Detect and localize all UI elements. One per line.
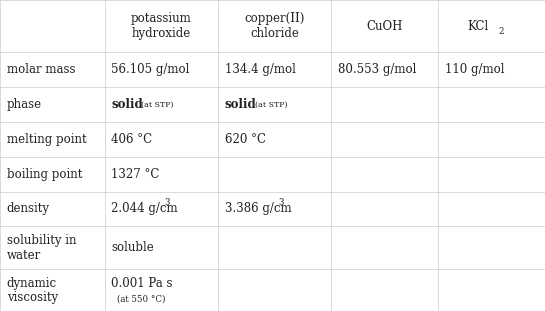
Text: dynamic: dynamic [7,276,57,290]
Text: phase: phase [7,98,41,111]
Text: 110 g/mol: 110 g/mol [445,63,504,76]
Text: 406 °C: 406 °C [111,133,152,146]
Text: solid: solid [111,98,143,111]
Text: 56.105 g/mol: 56.105 g/mol [111,63,190,76]
Text: 134.4 g/mol: 134.4 g/mol [225,63,295,76]
Text: 0.001 Pa s: 0.001 Pa s [111,276,173,290]
Text: (at STP): (at STP) [141,100,174,109]
Text: 3: 3 [278,198,283,207]
Text: CuOH: CuOH [367,20,403,33]
Text: 80.553 g/mol: 80.553 g/mol [338,63,416,76]
Text: (at STP): (at STP) [255,100,287,109]
Text: KCl: KCl [468,20,489,33]
Text: 620 °C: 620 °C [225,133,265,146]
Text: 1327 °C: 1327 °C [111,168,160,181]
Text: viscosity: viscosity [7,291,58,304]
Text: boiling point: boiling point [7,168,82,181]
Text: solid: solid [225,98,256,111]
Text: molar mass: molar mass [7,63,75,76]
Text: 3.386 g/cm: 3.386 g/cm [225,202,291,216]
Text: potassium
hydroxide: potassium hydroxide [131,12,192,40]
Text: 2.044 g/cm: 2.044 g/cm [111,202,178,216]
Text: density: density [7,202,50,216]
Text: soluble: soluble [111,241,154,254]
Text: (at 550 °C): (at 550 °C) [117,294,165,303]
Text: 2: 2 [499,27,504,36]
Text: 3: 3 [165,198,170,207]
Text: copper(II)
chloride: copper(II) chloride [245,12,305,40]
Text: water: water [7,249,41,262]
Text: solubility in: solubility in [7,234,76,247]
Text: melting point: melting point [7,133,86,146]
